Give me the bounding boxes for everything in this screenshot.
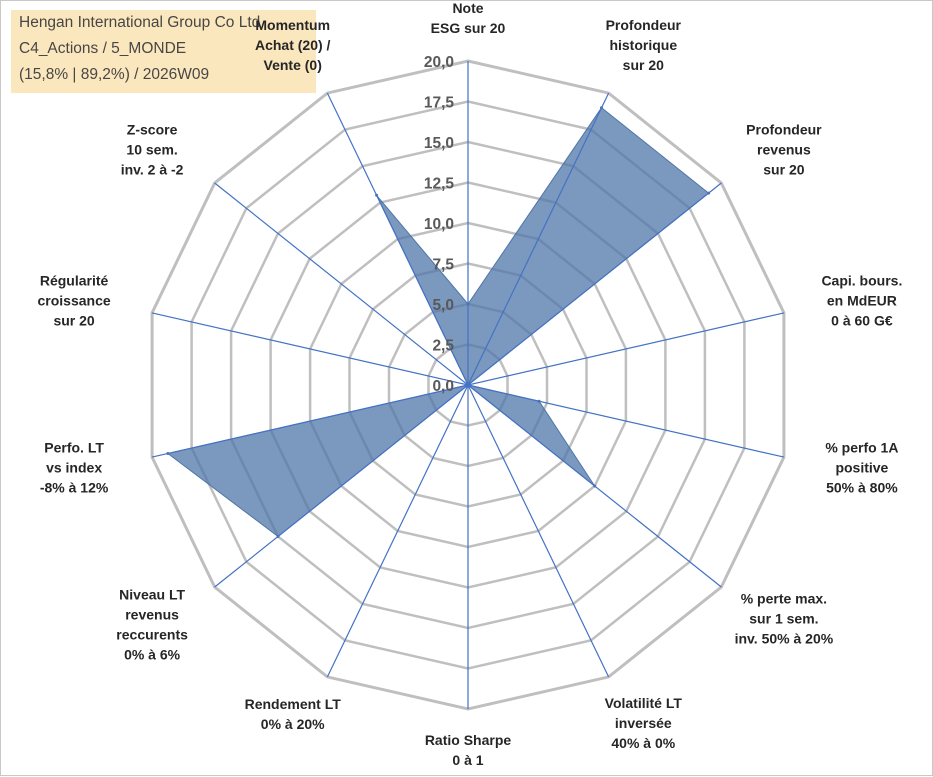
axis-spoke	[467, 384, 610, 678]
axis-spoke	[214, 182, 469, 386]
radar-spokes	[151, 61, 785, 709]
title-company: Hengan International Group Co Ltd	[19, 14, 261, 31]
axis-spoke	[467, 312, 785, 386]
axis-spoke	[326, 384, 469, 678]
axis-spoke	[467, 182, 722, 386]
axis-spoke	[467, 92, 610, 386]
axis-spoke	[151, 384, 469, 458]
axis-spoke	[326, 92, 469, 386]
title-portfolio: C4_Actions / 5_MONDE	[19, 40, 187, 57]
axis-spoke	[151, 312, 469, 386]
axis-spoke	[467, 384, 722, 588]
axis-spoke	[467, 384, 785, 458]
title-stats: (15,8% | 89,2%) / 2026W09	[19, 66, 210, 83]
axis-spoke	[214, 384, 469, 588]
chart-title-box: Hengan International Group Co Ltd C4_Act…	[11, 10, 316, 93]
